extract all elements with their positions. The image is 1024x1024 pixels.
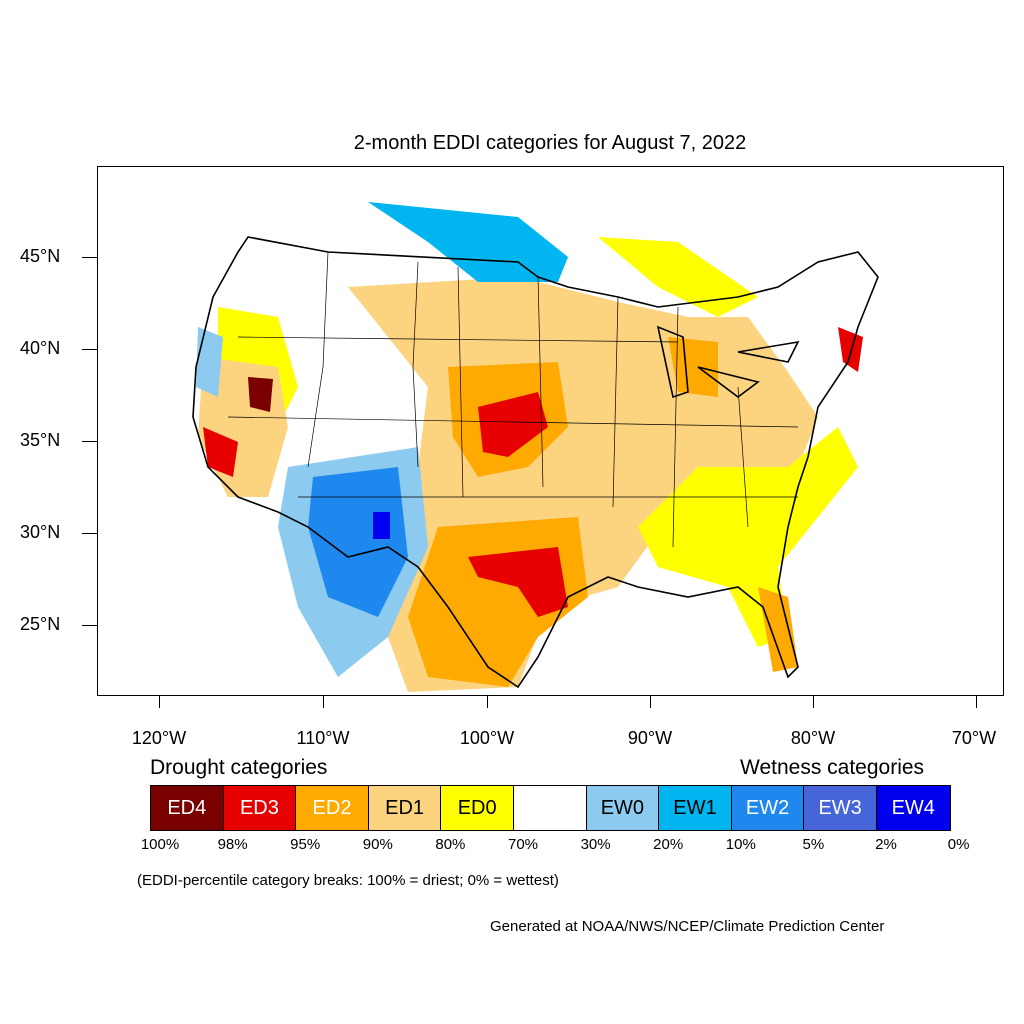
lon-tick-120: [159, 696, 160, 708]
ed0-region-north: [598, 237, 758, 317]
great-lakes: [656, 325, 800, 399]
ew0-region-pacific: [196, 327, 223, 397]
us-eddi-map: [192, 202, 879, 692]
lon-tick-80: [813, 696, 814, 708]
legend-cell-ew0: EW0: [586, 786, 660, 830]
wetness-heading: Wetness categories: [740, 756, 925, 779]
legend-cell-ed3: ED3: [223, 786, 297, 830]
ed3-region-california: [203, 427, 238, 477]
map-title: 2-month EDDI categories for August 7, 20…: [353, 132, 747, 154]
lon-tick-90: [650, 696, 651, 708]
lat-tick-40: [82, 349, 97, 350]
lon-label-90: 90°W: [627, 728, 673, 748]
percentile-break-label: 10%: [725, 836, 756, 853]
legend-cell-ed0: ED0: [441, 786, 514, 830]
percentile-break-label: 100%: [140, 836, 180, 853]
map-frame: [97, 166, 1004, 696]
lat-tick-35: [82, 441, 97, 442]
ed3-region-nebraska: [478, 392, 548, 457]
state-lines: [227, 251, 799, 548]
lat-label-25: 25°N: [20, 614, 61, 634]
lat-tick-30: [82, 533, 97, 534]
lon-label-120: 120°W: [131, 728, 187, 748]
percentile-break-label: 5%: [802, 836, 825, 853]
lon-tick-110: [323, 696, 324, 708]
percentile-break-label: 90%: [362, 836, 393, 853]
percentile-break-label: 0%: [947, 836, 970, 853]
category-shading: [196, 202, 863, 692]
legend-cell-ew4: EW4: [876, 786, 950, 830]
lon-label-100: 100°W: [459, 728, 515, 748]
credit-line: Generated at NOAA/NWS/NCEP/Climate Predi…: [490, 918, 885, 935]
ed2-region-michigan: [668, 337, 718, 397]
ew4-region-new-mexico: [373, 512, 390, 539]
legend-cell-ew2: EW2: [731, 786, 805, 830]
lat-tick-25: [82, 625, 97, 626]
ed2-region-florida: [758, 587, 798, 672]
legend-cell-neutral: [513, 786, 587, 830]
lon-label-110: 110°W: [296, 728, 350, 748]
drought-heading: Drought categories: [150, 756, 328, 779]
ed3-region-northeast: [838, 327, 863, 372]
ed3-region-texas: [468, 547, 568, 617]
legend-cell-ed4: ED4: [151, 786, 224, 830]
percentile-break-label: 98%: [217, 836, 248, 853]
percentile-break-label: 20%: [653, 836, 684, 853]
lat-label-30: 30°N: [20, 522, 61, 542]
ew2-region-southwest: [308, 467, 408, 617]
percentile-break-label: 70%: [507, 836, 539, 853]
legend-cell-ew3: EW3: [804, 786, 877, 830]
lat-label-35: 35°N: [20, 430, 61, 450]
lat-label-40: 40°N: [20, 338, 61, 358]
category-note: (EDDI-percentile category breaks: 100% =…: [137, 872, 559, 889]
boundaries: [192, 236, 879, 689]
legend-cell-ew1: EW1: [659, 786, 732, 830]
lon-label-70: 70°W: [951, 728, 997, 748]
percentile-break-label: 80%: [435, 836, 466, 853]
us-outline: [192, 236, 879, 689]
lat-tick-45: [82, 257, 97, 258]
ed0-region-east: [638, 427, 858, 647]
ew1-region-northern-plains: [368, 202, 568, 282]
percentile-break-label: 95%: [290, 836, 321, 853]
lon-tick-70: [976, 696, 977, 708]
lon-label-80: 80°W: [790, 728, 836, 748]
ed4-region-nevada: [248, 377, 273, 412]
legend-cell-ed1: ED1: [368, 786, 442, 830]
legend-cell-ed2: ED2: [296, 786, 369, 830]
percentile-break-label: 30%: [580, 836, 611, 853]
category-legend-bar: ED4 ED3 ED2 ED1 ED0 EW0 EW1 EW2 EW3 EW4: [150, 785, 951, 831]
lon-tick-100: [487, 696, 488, 708]
lat-label-45: 45°N: [20, 246, 61, 266]
percentile-break-label: 2%: [875, 836, 897, 853]
